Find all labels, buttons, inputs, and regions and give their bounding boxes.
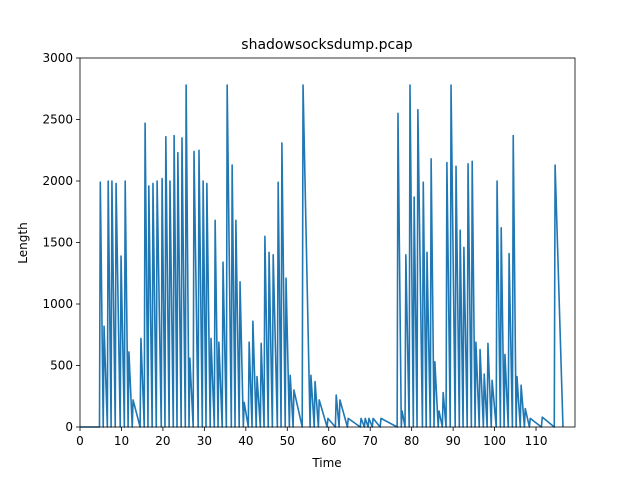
x-tick-label: 70	[363, 434, 378, 448]
plot-frame	[79, 57, 576, 428]
y-tick-label: 0	[65, 420, 73, 434]
x-tick-label: 80	[404, 434, 419, 448]
y-tick-label: 1000	[42, 297, 73, 311]
x-tick-label: 10	[114, 434, 129, 448]
x-tick-label: 50	[280, 434, 295, 448]
x-tick-label: 40	[238, 434, 253, 448]
y-tick-label: 3000	[42, 51, 73, 65]
x-axis-label: Time	[311, 456, 341, 470]
chart-title: shadowsocksdump.pcap	[241, 37, 413, 53]
x-tick-label: 60	[321, 434, 336, 448]
y-tick-label: 500	[50, 359, 73, 373]
x-tick-label: 30	[197, 434, 212, 448]
x-tick-label: 100	[483, 434, 506, 448]
y-tick-label: 2000	[42, 174, 73, 188]
x-tick-label: 0	[76, 434, 84, 448]
y-tick-label: 1500	[42, 236, 73, 250]
y-tick-label: 2500	[42, 113, 73, 127]
x-tick-label: 90	[445, 434, 460, 448]
x-tick-label: 20	[155, 434, 170, 448]
y-axis-label: Length	[16, 222, 30, 263]
data-line	[80, 84, 564, 428]
x-tick-label: 110	[525, 434, 548, 448]
